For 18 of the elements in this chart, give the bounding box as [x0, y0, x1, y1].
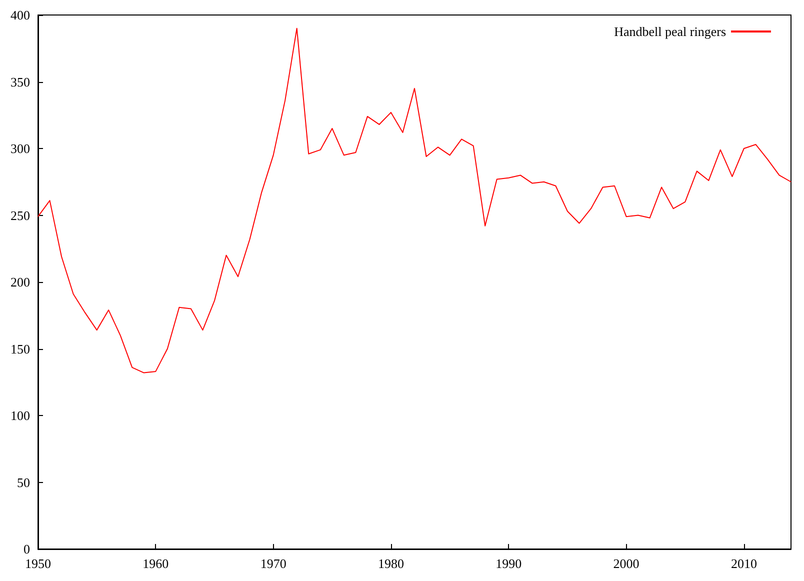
y-tick-label: 100 — [10, 408, 30, 423]
legend-label: Handbell peal ringers — [614, 24, 726, 39]
x-tick-label: 1950 — [25, 556, 51, 571]
y-tick-label: 350 — [10, 74, 30, 90]
y-tick-label: 300 — [10, 141, 30, 156]
y-tick-label: 250 — [10, 208, 30, 223]
x-tick-label: 2000 — [613, 556, 640, 571]
x-tick-label: 1980 — [378, 556, 404, 571]
line-series — [38, 28, 792, 374]
y-tick-label: 400 — [10, 8, 30, 22]
y-tick-label: 0 — [24, 542, 30, 556]
y-tick-label: 50 — [17, 474, 30, 490]
y-tick-label: 150 — [10, 341, 30, 356]
x-tick-label: 1960 — [142, 556, 169, 571]
x-tick-label: 1990 — [496, 556, 522, 571]
x-tick-label: 1970 — [260, 556, 286, 571]
y-tick-label: 200 — [10, 274, 30, 290]
x-tick-label: 2010 — [730, 556, 757, 571]
